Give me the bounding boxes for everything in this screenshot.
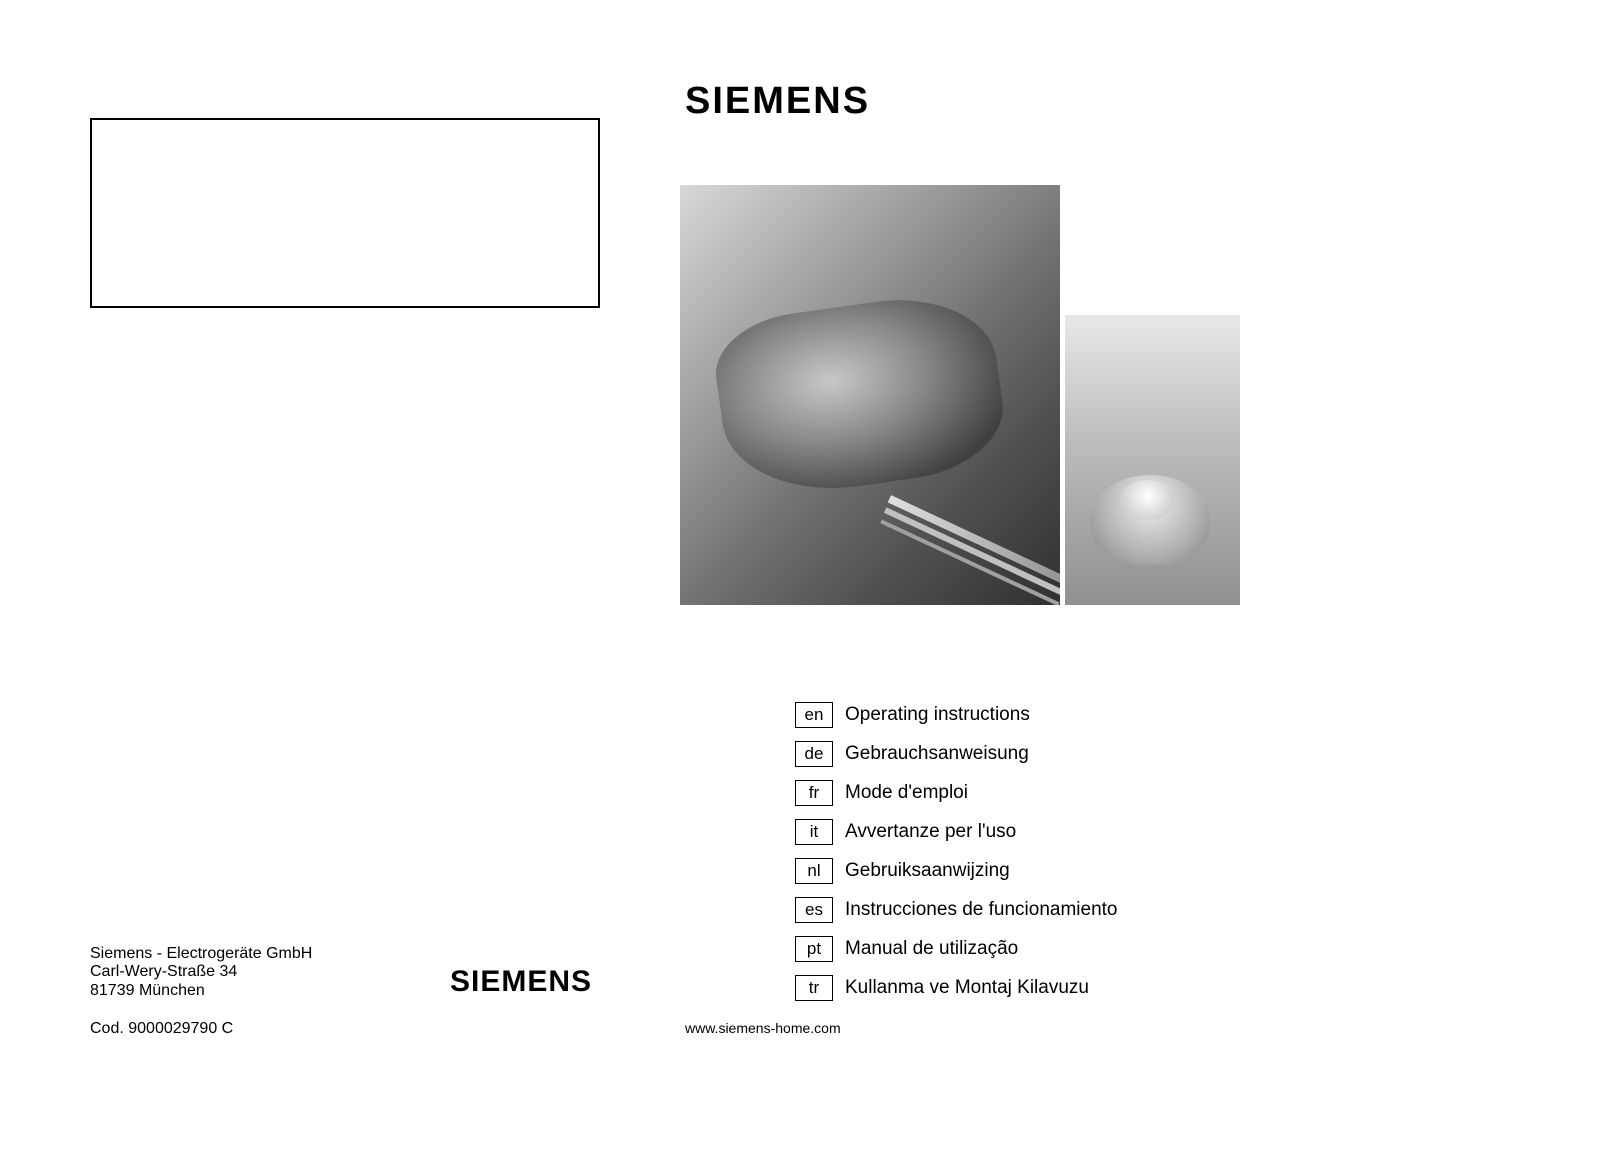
lang-label: Instrucciones de funcionamiento [845, 899, 1118, 921]
lang-row-es: es Instrucciones de funcionamiento [795, 895, 1118, 925]
lang-label: Gebruiksaanwijzing [845, 860, 1010, 882]
cover-photo-side [1065, 315, 1240, 605]
website-url: www.siemens-home.com [685, 1020, 841, 1036]
company-street: Carl-Wery-Straße 34 [90, 963, 312, 981]
lang-code: nl [795, 858, 833, 884]
lang-label: Operating instructions [845, 704, 1030, 726]
lang-code: it [795, 819, 833, 845]
lang-label: Kullanma ve Montaj Kilavuzu [845, 977, 1089, 999]
product-code: Cod. 9000029790 C [90, 1020, 233, 1038]
lang-row-pt: pt Manual de utilização [795, 934, 1118, 964]
lang-code: fr [795, 780, 833, 806]
lang-code: pt [795, 936, 833, 962]
lang-label: Gebrauchsanweisung [845, 743, 1029, 765]
lang-code: es [795, 897, 833, 923]
brand-logo-front: SIEMENS [685, 80, 870, 123]
language-list: en Operating instructions de Gebrauchsan… [795, 700, 1118, 1012]
company-address: Siemens - Electrogeräte GmbH Carl-Wery-S… [90, 945, 312, 1000]
front-cover-panel: SIEMENS en Operating instructions de Geb… [680, 0, 1600, 1158]
lang-code: tr [795, 975, 833, 1001]
brand-logo-back: SIEMENS [450, 965, 592, 999]
cover-photo-area [680, 185, 1240, 635]
lang-row-it: it Avvertanze per l'uso [795, 817, 1118, 847]
lang-row-nl: nl Gebruiksaanwijzing [795, 856, 1118, 886]
lang-row-de: de Gebrauchsanweisung [795, 739, 1118, 769]
lang-code: en [795, 702, 833, 728]
cover-photo-main [680, 185, 1060, 605]
lang-row-en: en Operating instructions [795, 700, 1118, 730]
lang-row-fr: fr Mode d'emploi [795, 778, 1118, 808]
back-cover-panel: Siemens - Electrogeräte GmbH Carl-Wery-S… [0, 0, 680, 1158]
product-label-box [90, 118, 600, 308]
lang-label: Avvertanze per l'uso [845, 821, 1016, 843]
lang-row-tr: tr Kullanma ve Montaj Kilavuzu [795, 973, 1118, 1003]
lang-label: Mode d'emploi [845, 782, 968, 804]
lang-label: Manual de utilização [845, 938, 1018, 960]
lang-code: de [795, 741, 833, 767]
company-city: 81739 München [90, 982, 312, 1000]
company-name: Siemens - Electrogeräte GmbH [90, 945, 312, 963]
